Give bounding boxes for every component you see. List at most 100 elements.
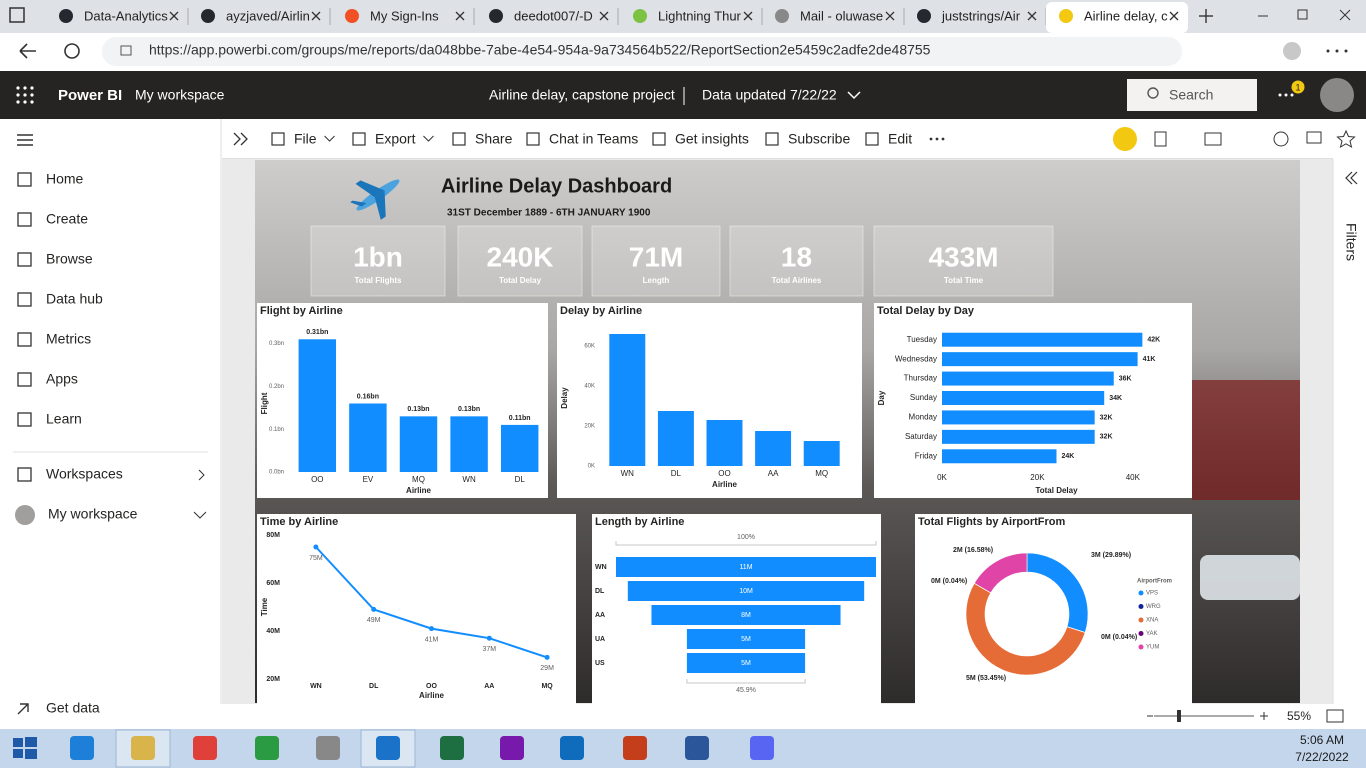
favorite-button[interactable]: [1336, 129, 1356, 149]
taskbar-app[interactable]: [560, 736, 584, 760]
taskbar-app[interactable]: [316, 736, 340, 760]
refresh-button[interactable]: [64, 43, 80, 59]
filters-label[interactable]: Filters: [1343, 223, 1359, 261]
brand[interactable]: Power BI: [58, 87, 122, 104]
nav-item[interactable]: My workspace: [48, 506, 138, 522]
tab-close[interactable]: [169, 11, 179, 21]
data-label: 32K: [1100, 414, 1113, 421]
nav-item[interactable]: Apps: [46, 371, 78, 387]
nav-item[interactable]: Metrics: [46, 331, 91, 347]
nav-item[interactable]: Browse: [46, 251, 93, 267]
notification-count[interactable]: 1: [1295, 82, 1300, 92]
toolbar-item[interactable]: Share: [475, 131, 513, 147]
url[interactable]: https://app.powerbi.com/groups/me/report…: [149, 42, 931, 58]
toolbar-chevron[interactable]: [423, 135, 434, 142]
taskbar-app[interactable]: [623, 736, 647, 760]
tab-title[interactable]: Airline delay, c: [1084, 8, 1168, 23]
nav-item[interactable]: Workspaces: [46, 466, 123, 482]
start-button[interactable]: [13, 737, 37, 759]
more[interactable]: [1284, 93, 1288, 97]
more[interactable]: [1344, 49, 1348, 53]
back-button[interactable]: [19, 43, 36, 59]
bookmark-button[interactable]: [1154, 131, 1167, 147]
taskbar-app[interactable]: [131, 736, 155, 760]
zoom-thumb[interactable]: [1177, 710, 1181, 722]
tab-title[interactable]: Data-Analytics: [84, 8, 168, 23]
expand-icon[interactable]: [233, 132, 248, 146]
taskbar-app[interactable]: [440, 736, 464, 760]
nav-toggle[interactable]: [17, 134, 33, 146]
more[interactable]: [1335, 49, 1339, 53]
more[interactable]: [935, 137, 939, 141]
comment-button[interactable]: [1306, 131, 1322, 144]
x-tick-label: OO: [311, 475, 323, 484]
toolbar-item[interactable]: Export: [375, 131, 416, 147]
legend-marker: [1138, 631, 1144, 636]
tab-title[interactable]: deedot007/-D: [514, 8, 593, 23]
fit-page[interactable]: [1326, 709, 1344, 723]
tab-title[interactable]: Mail - oluwase: [800, 8, 883, 23]
collapse-filters[interactable]: [1345, 171, 1358, 185]
restore[interactable]: [1297, 9, 1308, 20]
taskbar-app[interactable]: [500, 736, 524, 760]
toolbar-item[interactable]: Subscribe: [788, 131, 850, 147]
tab-active[interactable]: [1046, 2, 1188, 33]
nav-item[interactable]: Get data: [46, 700, 100, 716]
data-label: 0.13bn: [458, 406, 480, 413]
refresh-visuals[interactable]: [1273, 131, 1289, 147]
more[interactable]: [1278, 93, 1282, 97]
tab-title[interactable]: juststrings/Air: [941, 8, 1021, 23]
nav-item[interactable]: Home: [46, 171, 84, 187]
tab-close[interactable]: [455, 11, 465, 21]
search-placeholder[interactable]: Search: [1169, 87, 1213, 103]
x-tick-label: OO: [426, 683, 437, 690]
taskbar-app[interactable]: [376, 736, 400, 760]
taskbar-app[interactable]: [750, 736, 774, 760]
more[interactable]: [1326, 49, 1330, 53]
toolbar-item[interactable]: Chat in Teams: [549, 131, 638, 147]
chart-card: [257, 514, 576, 704]
more[interactable]: [929, 137, 933, 141]
app-launcher[interactable]: [16, 86, 34, 104]
taskbar-app[interactable]: [70, 736, 94, 760]
taskbar-app[interactable]: [193, 736, 217, 760]
address-bar[interactable]: [102, 37, 1182, 66]
profile[interactable]: [1283, 42, 1301, 60]
toolbar-chevron[interactable]: [324, 135, 335, 142]
tab-title[interactable]: My Sign-Ins: [370, 8, 439, 23]
tab-close[interactable]: [1169, 11, 1179, 21]
nav-item[interactable]: Create: [46, 211, 88, 227]
taskbar-app[interactable]: [685, 736, 709, 760]
clock-date[interactable]: 7/22/2022: [1295, 750, 1349, 764]
workspace[interactable]: My workspace: [135, 87, 225, 103]
tab-close[interactable]: [599, 11, 609, 21]
tab-close[interactable]: [885, 11, 895, 21]
toolbar-item[interactable]: File: [294, 131, 317, 147]
toolbar-item[interactable]: Edit: [888, 131, 912, 147]
tab-title[interactable]: ayzjaved/Airlin: [226, 8, 310, 23]
notification-badge[interactable]: [1291, 80, 1305, 94]
avatar[interactable]: [1320, 78, 1354, 112]
close[interactable]: [1339, 9, 1351, 21]
view-button[interactable]: [1204, 132, 1222, 146]
y-tick-label: 60M: [266, 580, 280, 587]
tab-close[interactable]: [1027, 11, 1037, 21]
more[interactable]: [1290, 93, 1294, 97]
taskbar-app[interactable]: [255, 736, 279, 760]
bar: [450, 416, 488, 472]
tab-close[interactable]: [311, 11, 321, 21]
tab-title[interactable]: Lightning Thur: [658, 8, 742, 23]
dashboard-title: Airline Delay Dashboard: [441, 175, 672, 197]
data-updated[interactable]: Data updated 7/22/22: [702, 87, 837, 103]
tab-close[interactable]: [743, 11, 753, 21]
reset-button[interactable]: [1113, 127, 1137, 151]
chevron[interactable]: [847, 91, 861, 100]
toolbar-item[interactable]: Get insights: [675, 131, 749, 147]
more[interactable]: [941, 137, 945, 141]
tab-actions-icon[interactable]: [9, 7, 25, 23]
nav-item[interactable]: Data hub: [46, 291, 103, 307]
bar: [942, 449, 1057, 464]
get-data-icon[interactable]: [17, 703, 29, 715]
nav-item[interactable]: Learn: [46, 411, 82, 427]
clock-time[interactable]: 5:06 AM: [1300, 733, 1344, 747]
